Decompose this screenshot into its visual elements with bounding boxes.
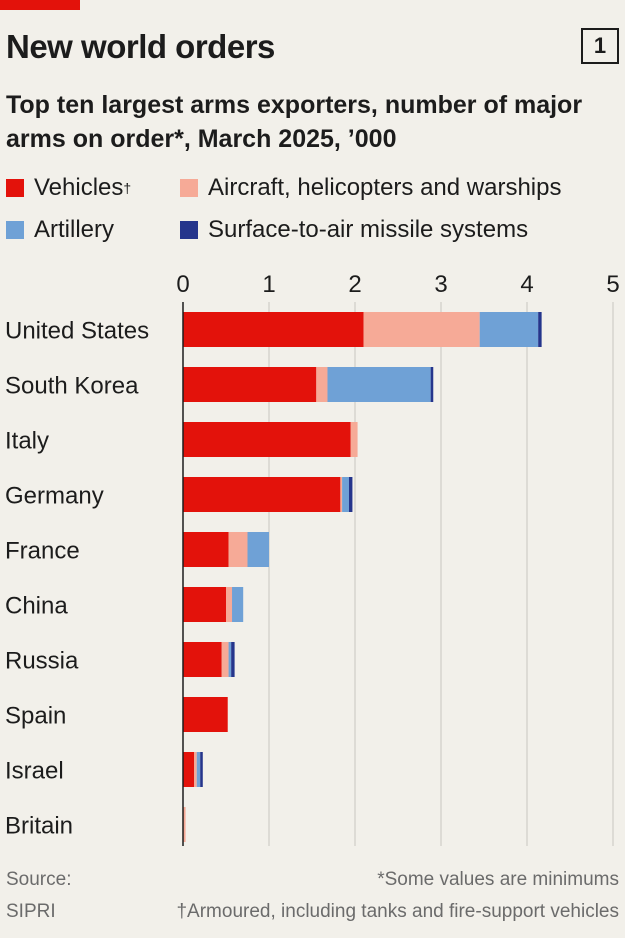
bar-segment: [430, 367, 434, 402]
category-label: South Korea: [5, 373, 139, 400]
bar-segment: [183, 752, 195, 787]
legend-swatch-artillery: [6, 221, 24, 239]
category-label: France: [5, 538, 80, 565]
bar-segment: [363, 312, 480, 347]
chart-subtitle: Top ten largest arms exporters, number o…: [6, 91, 583, 153]
bar-segment: [538, 312, 542, 347]
category-label: Russia: [5, 648, 79, 675]
category-label: Spain: [5, 703, 66, 730]
bar-segment: [226, 587, 233, 622]
chart-title: New world orders: [6, 28, 275, 65]
legend-item-artillery: Artillery: [6, 216, 114, 244]
bar-segment: [340, 477, 343, 512]
x-tick-label: 1: [262, 271, 275, 298]
bar-segment: [221, 642, 229, 677]
bar-segment: [183, 312, 364, 347]
category-label: Israel: [5, 758, 64, 785]
chart-legend: Vehicles † Aircraft, helicopters and wars…: [6, 174, 621, 254]
bar-segment: [327, 367, 431, 402]
category-label: Britain: [5, 813, 73, 840]
category-label: Italy: [5, 428, 49, 455]
legend-item-sam: Surface-to-air missile systems: [180, 216, 528, 244]
x-tick-label: 3: [434, 271, 447, 298]
bar-segment: [196, 752, 201, 787]
bar-segment: [183, 807, 186, 842]
legend-item-vehicles: Vehicles †: [6, 174, 131, 202]
bar-segment: [183, 697, 228, 732]
bar-segment: [247, 532, 269, 567]
bar-segment: [348, 477, 353, 512]
bar-segment: [194, 752, 197, 787]
bar-segment: [479, 312, 539, 347]
legend-dagger-marker: †: [123, 180, 132, 196]
bar-segment: [183, 587, 226, 622]
bar-segment: [200, 752, 203, 787]
chart-number-badge: 1: [581, 28, 619, 64]
footnote-minimums: *Some values are minimums: [377, 869, 619, 890]
bar-segment: [228, 532, 248, 567]
legend-label-aircraft: Aircraft, helicopters and warships: [208, 174, 562, 201]
bar-segment: [231, 642, 235, 677]
footnote-dagger: †Armoured, including tanks and fire-supp…: [176, 901, 619, 922]
x-tick-label: 4: [520, 271, 533, 298]
brand-red-tag: [0, 0, 80, 10]
legend-swatch-vehicles: [6, 179, 24, 197]
category-label: Germany: [5, 483, 104, 510]
bar-segment: [183, 422, 351, 457]
legend-swatch-sam: [180, 221, 198, 239]
source-name: SIPRI: [6, 901, 56, 922]
bar-segment: [183, 532, 229, 567]
legend-item-aircraft: Aircraft, helicopters and warships: [180, 174, 561, 202]
bar-segment: [183, 367, 317, 402]
legend-swatch-aircraft: [180, 179, 198, 197]
legend-label-vehicles: Vehicles: [34, 174, 124, 201]
x-tick-label: 5: [606, 271, 619, 298]
category-label: China: [5, 593, 68, 620]
footnotes: *Some values are minimums †Armoured, inc…: [176, 864, 619, 928]
bar-segment: [350, 422, 358, 457]
bar-segment: [316, 367, 328, 402]
bar-segment: [228, 642, 232, 677]
bar-chart: 0 1 2 3 4 5 United States South Korea Italy Germa…: [5, 271, 620, 846]
bar-segment: [232, 587, 244, 622]
bar-segment: [183, 477, 341, 512]
bar-segment: [183, 642, 222, 677]
source-block: Source: SIPRI: [6, 864, 71, 928]
x-tick-label: 2: [348, 271, 361, 298]
legend-label-artillery: Artillery: [34, 216, 115, 243]
category-label: United States: [5, 318, 149, 345]
legend-label-sam: Surface-to-air missile systems: [208, 216, 529, 243]
x-tick-label: 0: [176, 271, 189, 298]
bar-segment: [342, 477, 349, 512]
source-label: Source:: [6, 869, 72, 890]
